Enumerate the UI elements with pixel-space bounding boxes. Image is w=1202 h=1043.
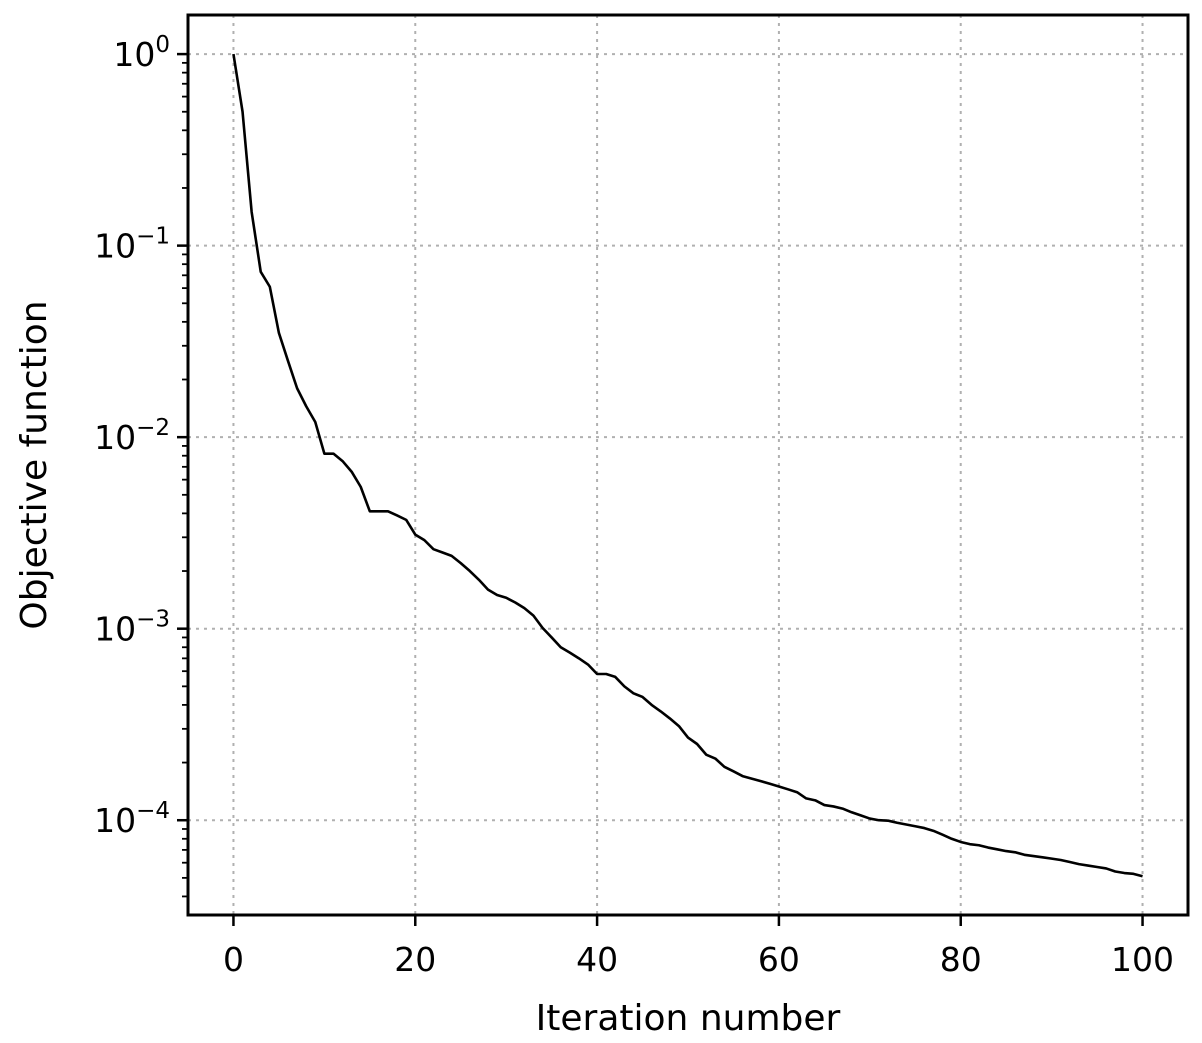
series: [232, 53, 1143, 878]
x-tick-label: 100: [1111, 940, 1174, 979]
grid: [188, 15, 1188, 915]
plot-frame: [186, 13, 1190, 917]
y-axis-label: Objective function: [14, 300, 55, 629]
x-axis-label: Iteration number: [536, 998, 841, 1039]
series-line: [232, 53, 1143, 878]
x-tick-label: 60: [758, 940, 800, 979]
y-tick-label: 10−1: [94, 224, 170, 266]
x-tick-label: 20: [394, 940, 436, 979]
x-tick-label: 40: [576, 940, 618, 979]
y-tick-label: 100: [113, 32, 170, 74]
x-tick-label: 0: [223, 940, 244, 979]
y-tick-label: 10−3: [94, 607, 170, 649]
y-tick-label: 10−4: [94, 798, 170, 840]
y-tick-label: 10−2: [94, 415, 170, 457]
axis-ticks: 0 20 40 60 80 100 100 10−1 10−2 10−3 10−4: [94, 32, 1174, 979]
x-tick-label: 80: [940, 940, 982, 979]
